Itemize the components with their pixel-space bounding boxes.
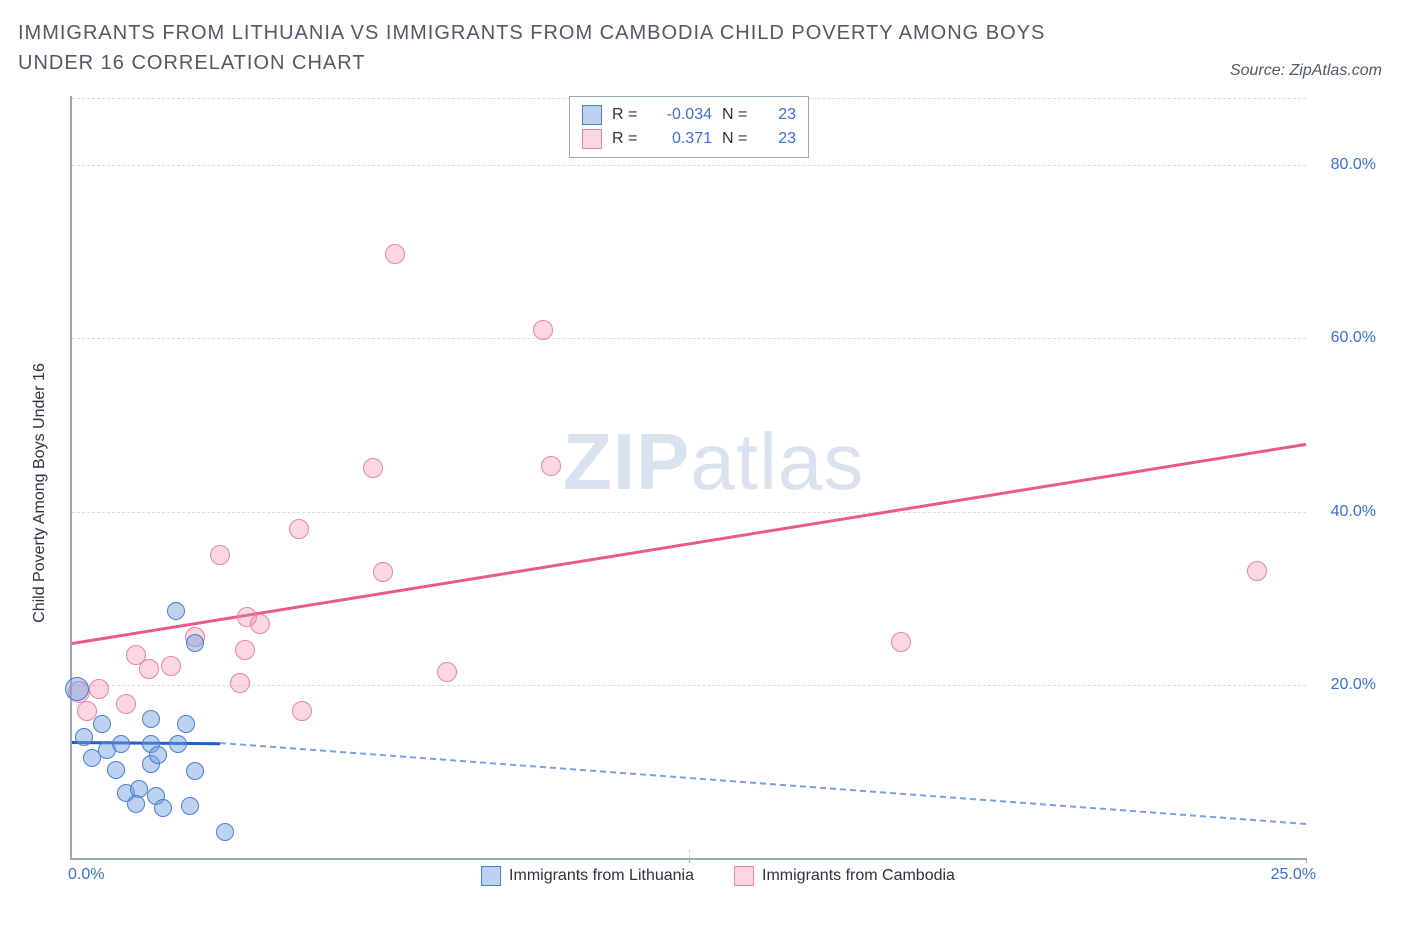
swatch-pink	[734, 866, 754, 886]
x-tick-max: 25.0%	[1271, 866, 1316, 884]
data-point	[891, 632, 911, 652]
r-label: R =	[612, 103, 646, 127]
data-point	[112, 735, 130, 753]
data-point	[93, 715, 111, 733]
r-label: R =	[612, 127, 646, 151]
data-point	[169, 735, 187, 753]
x-tick-mark	[689, 858, 690, 863]
series-label-pink: Immigrants from Cambodia	[762, 867, 955, 885]
data-point	[541, 456, 561, 476]
data-point	[363, 458, 383, 478]
data-point	[1247, 561, 1267, 581]
data-point	[177, 715, 195, 733]
data-point	[533, 320, 553, 340]
y-tick-label: 60.0%	[1316, 329, 1376, 347]
data-point	[373, 562, 393, 582]
data-point	[289, 519, 309, 539]
series-legend: Immigrants from Lithuania Immigrants fro…	[481, 866, 955, 886]
watermark-bold: ZIP	[563, 417, 690, 506]
series-label-blue: Immigrants from Lithuania	[509, 867, 694, 885]
plot-region: ZIPatlas R = -0.034 N = 23 R = 0.371 N =…	[70, 96, 1306, 860]
y-tick-label: 20.0%	[1316, 676, 1376, 694]
data-point	[107, 761, 125, 779]
n-value-pink: 23	[766, 127, 796, 151]
data-point	[161, 656, 181, 676]
data-point	[385, 244, 405, 264]
data-point	[65, 677, 89, 701]
data-point	[142, 710, 160, 728]
gridline	[72, 512, 1306, 513]
data-point	[186, 634, 204, 652]
y-axis-label: Child Poverty Among Boys Under 16	[31, 363, 49, 623]
chart-area: Child Poverty Among Boys Under 16 ZIPatl…	[50, 96, 1386, 890]
data-point	[75, 728, 93, 746]
gridline	[72, 338, 1306, 339]
vertical-gridline	[689, 850, 690, 858]
y-tick-label: 40.0%	[1316, 503, 1376, 521]
watermark: ZIPatlas	[563, 416, 864, 508]
data-point	[235, 640, 255, 660]
gridline	[72, 165, 1306, 166]
n-label: N =	[722, 127, 756, 151]
data-point	[149, 746, 167, 764]
data-point	[89, 679, 109, 699]
swatch-blue	[582, 105, 602, 125]
data-point	[230, 673, 250, 693]
data-point	[139, 659, 159, 679]
n-value-blue: 23	[766, 103, 796, 127]
r-value-blue: -0.034	[656, 103, 712, 127]
legend-item-blue: Immigrants from Lithuania	[481, 866, 694, 886]
data-point	[292, 701, 312, 721]
data-point	[127, 795, 145, 813]
y-tick-label: 80.0%	[1316, 156, 1376, 174]
x-tick-min: 0.0%	[68, 866, 104, 884]
data-point	[250, 614, 270, 634]
swatch-pink	[582, 129, 602, 149]
data-point	[216, 823, 234, 841]
watermark-light: atlas	[690, 417, 864, 506]
legend-row-blue: R = -0.034 N = 23	[582, 103, 796, 127]
n-label: N =	[722, 103, 756, 127]
gridline	[72, 685, 1306, 686]
legend-row-pink: R = 0.371 N = 23	[582, 127, 796, 151]
data-point	[116, 694, 136, 714]
legend-item-pink: Immigrants from Cambodia	[734, 866, 955, 886]
data-point	[154, 799, 172, 817]
data-point	[167, 602, 185, 620]
data-point	[210, 545, 230, 565]
swatch-blue	[481, 866, 501, 886]
x-tick-mark	[1306, 858, 1307, 863]
data-point	[437, 662, 457, 682]
data-point	[186, 762, 204, 780]
correlation-legend: R = -0.034 N = 23 R = 0.371 N = 23	[569, 96, 809, 158]
r-value-pink: 0.371	[656, 127, 712, 151]
trendline	[220, 742, 1306, 825]
data-point	[181, 797, 199, 815]
chart-title: IMMIGRANTS FROM LITHUANIA VS IMMIGRANTS …	[18, 18, 1126, 78]
source-label: Source: ZipAtlas.com	[1230, 62, 1382, 80]
